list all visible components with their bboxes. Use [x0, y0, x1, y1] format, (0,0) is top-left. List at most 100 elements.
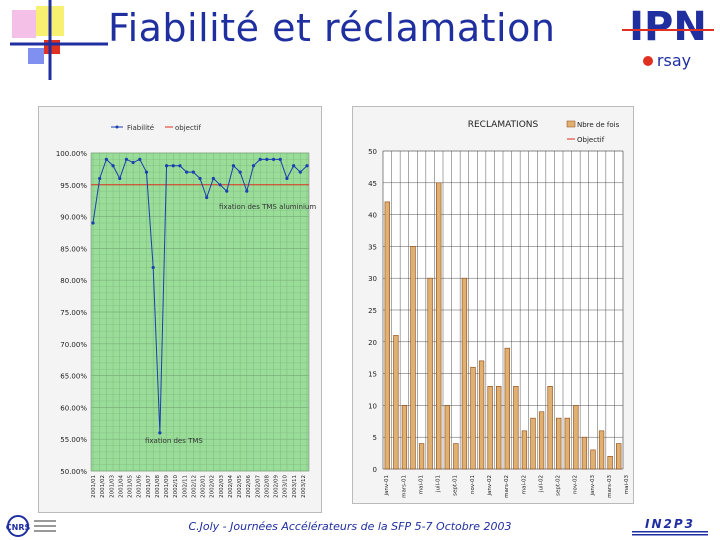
complaints-ytick-label: 5 — [373, 434, 377, 442]
reliability-ytick-label: 90.00% — [60, 214, 87, 222]
ipn-logo-subtext: rsay — [657, 51, 691, 70]
reliability-ytick-label: 85.00% — [60, 245, 87, 253]
complaints-bar — [547, 386, 553, 470]
reliability-point — [158, 431, 162, 435]
reliability-point — [258, 157, 262, 161]
complaints-ytick-label: 20 — [368, 339, 377, 347]
reliability-point — [251, 164, 256, 168]
reliability-ytick-label: 60.00% — [60, 404, 87, 412]
reliability-point — [131, 160, 135, 165]
complaints-bar — [564, 417, 570, 470]
complaints-xtick-label: janv-03 — [590, 475, 596, 497]
reliability-xtick-label: 2001/05 — [128, 475, 134, 498]
reliability-xtick-label: 2001/09 — [164, 475, 170, 498]
reliability-xtick-label: 2002/02 — [210, 475, 216, 498]
reliability-xtick-label: 2002/06 — [246, 475, 252, 498]
complaints-xtick-label: janv-01 — [384, 475, 390, 496]
legend-objectif: objectif — [175, 124, 202, 132]
complaints-bar — [427, 277, 433, 470]
reliability-point — [164, 164, 169, 168]
reliability-ytick-label: 55.00% — [60, 436, 87, 444]
reliability-ytick-label: 75.00% — [60, 309, 87, 317]
reliability-xtick-label: 2002/04 — [228, 475, 234, 498]
reliability-chart: Fiabilité objectif 100.00% 95.00% 90.00% 85… — [38, 106, 322, 513]
reliability-xtick-label: 2001/06 — [137, 475, 143, 498]
complaints-bar — [521, 430, 528, 470]
page-title: Fiabilité et réclamation — [108, 6, 556, 50]
reliability-point — [292, 164, 296, 168]
reliability-legend: Fiabilité objectif — [111, 124, 202, 132]
reliability-ytick-label: 70.00% — [60, 341, 87, 349]
reliability-point — [91, 221, 95, 225]
reliability-xtick-label: 2002/08 — [264, 475, 270, 498]
complaints-bar — [418, 443, 425, 470]
complaints-bar — [538, 411, 545, 470]
reliability-point — [104, 157, 108, 161]
complaints-xtick-label: janv-02 — [487, 475, 493, 496]
reliability-point — [171, 164, 175, 168]
reliability-point — [218, 183, 222, 187]
complaints-legend: Nbre de fois Objectif — [566, 120, 620, 144]
complaints-bar — [444, 405, 450, 470]
reliability-xtick-label: 2002/07 — [255, 475, 261, 498]
complaints-xtick-label: mai-03 — [624, 475, 630, 495]
complaints-ytick-label: 45 — [368, 180, 377, 188]
complaints-xtick-label: mars-03 — [607, 475, 613, 498]
reliability-xtick-label: 2003/12 — [301, 475, 307, 498]
complaints-bar — [470, 366, 476, 470]
complaints-ytick-label: 10 — [368, 402, 377, 410]
reliability-xtick-label: 2001/01 — [91, 475, 97, 498]
reliability-xtick-label: 2002/01 — [201, 475, 207, 498]
complaints-ytick-label: 0 — [373, 466, 377, 474]
reliability-point — [245, 189, 249, 193]
legend-fiabilite: Fiabilité — [127, 124, 154, 132]
complaints-xtick-label: juil-02 — [538, 475, 544, 493]
reliability-point — [231, 164, 236, 168]
complaints-ytick-label: 15 — [368, 371, 377, 379]
complaints-bar — [384, 201, 390, 470]
reliability-ytick-label: 80.00% — [60, 277, 87, 285]
reliability-point — [144, 170, 149, 174]
footer-text: C.Joly - Journées Accélérateurs de la SF… — [188, 520, 512, 533]
reliability-xtick-label: 2001/02 — [100, 475, 106, 498]
complaints-xtick-label: mars-01 — [401, 475, 407, 498]
complaints-xtick-label: sept-01 — [453, 475, 459, 496]
legend-objectif-bars: Objectif — [577, 136, 605, 144]
complaints-xtick-label: juil-01 — [436, 475, 442, 493]
reliability-point — [151, 265, 155, 270]
reliability-point — [271, 157, 276, 161]
complaints-bar — [616, 443, 622, 470]
annotation-tms: fixation des TMS — [145, 437, 203, 445]
reliability-point — [191, 170, 195, 174]
reliability-ytick-label: 50.00% — [60, 468, 87, 476]
complaints-bar — [487, 386, 493, 470]
reliability-xtick-label: 2003/11 — [292, 475, 298, 498]
complaints-ytick-label: 30 — [368, 275, 377, 283]
in2p3-logo-text: IN2P3 — [645, 517, 695, 531]
reliability-xtick-label: 2002/10 — [173, 475, 179, 498]
legend-nbre-de-fois: Nbre de fois — [577, 121, 620, 129]
complaints-ytick-label: 50 — [368, 148, 377, 156]
reliability-point — [225, 189, 229, 193]
complaints-bar — [393, 335, 399, 470]
reliability-xtick-label: 2002/12 — [191, 475, 197, 498]
reliability-ytick-label: 95.00% — [60, 182, 87, 190]
complaints-bar — [590, 449, 596, 470]
reliability-point — [178, 164, 182, 168]
reliability-xtick-label: 2001/03 — [109, 475, 115, 498]
reliability-point — [98, 176, 102, 181]
cnrs-logo: CNRS — [6, 515, 56, 537]
in2p3-logo: IN2P3 — [632, 517, 708, 536]
reliability-ytick-label: 100.00% — [56, 150, 87, 158]
complaints-xtick-label: nov-02 — [573, 475, 579, 494]
reliability-point — [238, 170, 242, 174]
complaints-ytick-label: 25 — [368, 307, 377, 315]
complaints-bar — [573, 405, 579, 470]
ipn-logo: IPN rsay — [622, 4, 714, 70]
complaints-bar — [453, 443, 459, 470]
reliability-point — [298, 170, 302, 174]
complaints-bar — [461, 277, 468, 470]
reliability-ytick-label: 65.00% — [60, 373, 87, 381]
reliability-xtick-label: 2001/04 — [118, 475, 124, 498]
reliability-xtick-label: 2002/11 — [182, 475, 188, 498]
